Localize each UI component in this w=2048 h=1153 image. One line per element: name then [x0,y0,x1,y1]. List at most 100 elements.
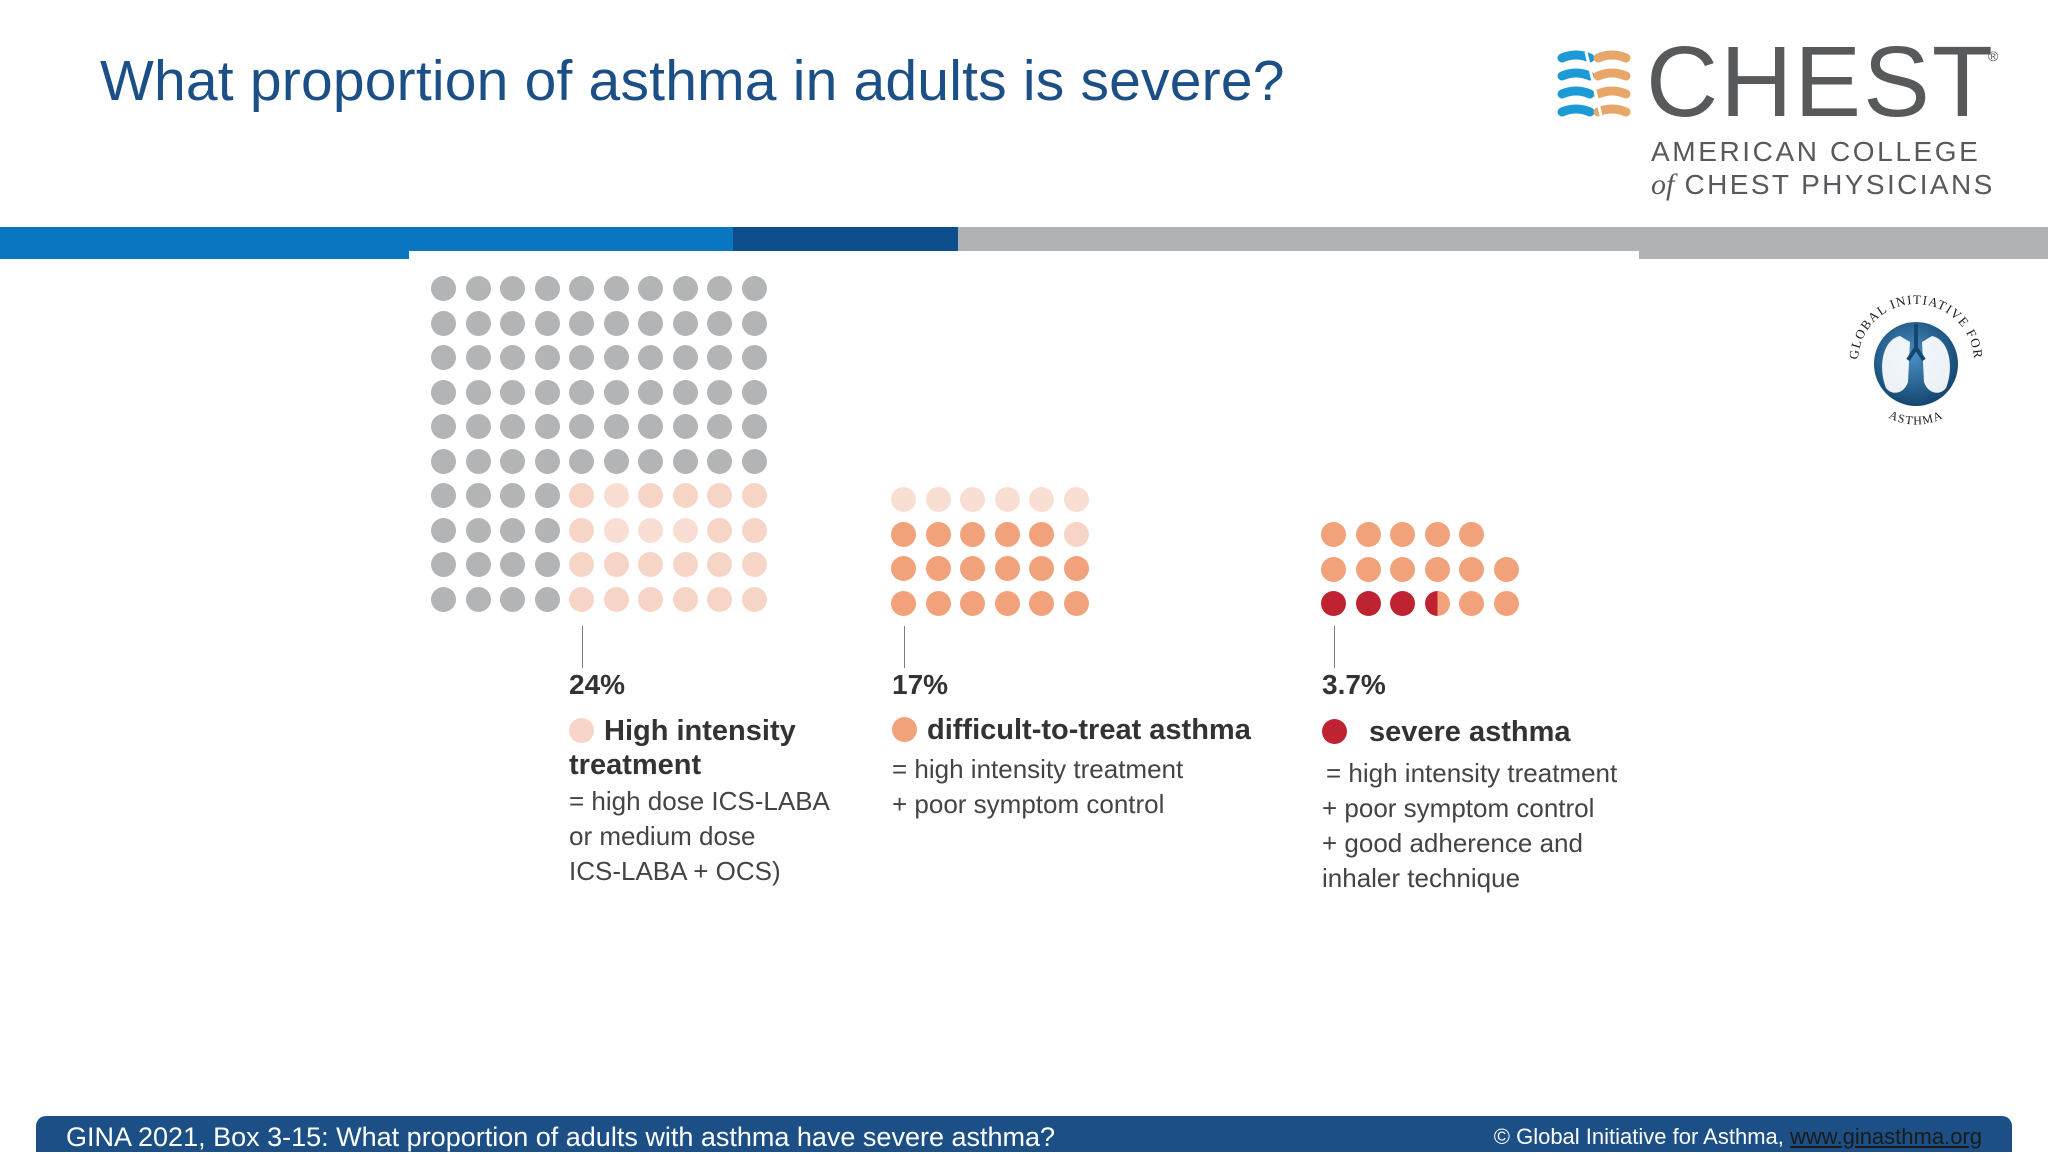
slide-title: What proportion of asthma in adults is s… [100,49,1285,113]
gray-dot [431,310,456,336]
gray-dot [707,345,732,370]
gray-dot [534,379,560,405]
peach-dot [1424,522,1450,547]
gray-dot [534,586,560,612]
dot-grid-difficult-to-treat [891,487,1091,617]
light-dot [707,517,732,543]
gray-dot [707,276,732,301]
chest-logo: CHEST ® AMERICAN COLLEGE of CHEST PHYSIC… [1556,32,1998,204]
gray-dot [431,345,456,370]
gray-dot [465,345,491,370]
chest-subtitle-of: of [1651,168,1675,201]
group-1-line: or medium dose [569,821,756,851]
peach-dot [1493,556,1519,582]
peach-dot [1029,556,1054,581]
peach-dot [960,590,985,616]
gray-dot [672,310,698,336]
gray-dot [465,276,491,301]
peach-dot [960,521,985,547]
gray-dot [465,379,491,405]
gray-dot [741,414,767,439]
light-dot [1063,487,1089,512]
gray-dot [534,483,560,508]
ginasthma-link[interactable]: www.ginasthma.org [1790,1124,1982,1149]
light-dot [638,483,663,508]
gray-dot [741,448,767,474]
group-2-line: = high intensity treatment [892,754,1184,784]
group-1-description: = high dose ICS-LABA or medium dose ICS-… [569,784,830,889]
gray-dot [500,517,525,543]
gray-dot [500,552,525,577]
gray-dot [603,310,629,336]
peach-dot [1063,590,1089,616]
light-dot [603,483,629,508]
light-dot [672,517,698,543]
gray-dot [465,310,491,336]
gray-dot [500,310,525,336]
peach-dot [994,590,1020,616]
group-2-title-text: difficult-to-treat asthma [927,714,1251,746]
group-3-percent: 3.7% [1322,669,1386,700]
gray-dot [500,345,525,370]
light-dot [1029,487,1054,512]
light-dot [638,552,663,577]
gray-dot [603,276,629,301]
chest-subtitle-line2: of CHEST PHYSICIANS [1651,168,1995,202]
red-dot [1321,591,1346,616]
peach-dot [1355,522,1381,547]
gray-dot [672,345,698,370]
gray-dot [638,310,663,336]
light-dot [1063,521,1089,547]
peach-dot [925,556,951,581]
gray-dot [500,483,525,508]
gray-dot [741,379,767,405]
red-dot [1390,591,1415,616]
peach-dot [891,556,916,581]
red-dot [1355,591,1381,616]
gray-dot [534,310,560,336]
group-1-title: High intensity treatment [569,714,796,782]
light-dot [569,586,594,612]
gray-dot [465,448,491,474]
light-dot [638,517,663,543]
gray-dot [638,276,663,301]
gray-dot [638,414,663,439]
peach-dot [925,590,951,616]
gray-dot [707,414,732,439]
light-dot [569,552,594,577]
gray-dot [431,448,456,474]
gray-dot [638,345,663,370]
gray-dot [707,448,732,474]
group-1-title-line2: treatment [569,749,702,781]
peach-dot [1424,556,1450,582]
dot-grid-high-intensity [431,276,773,618]
peach-dot [1459,522,1484,547]
peach-dot [1459,556,1484,582]
light-dot [741,552,767,577]
group-2-description: = high intensity treatment + poor sympto… [892,752,1183,822]
peach-dot [1390,522,1415,547]
chest-stripes-icon [1557,50,1631,121]
gray-dot [431,414,456,439]
footer-credit: © Global Initiative for Asthma, www.gina… [1494,1124,1982,1150]
light-dot [925,487,951,512]
peach-dot [960,556,985,581]
gray-dot [569,310,594,336]
peach-dot [1493,591,1519,616]
svg-text:ASTHMA: ASTHMA [1887,408,1945,428]
peach-dot [1459,591,1484,616]
light-dot [707,483,732,508]
gray-dot [465,414,491,439]
chest-wordmark: CHEST [1646,26,1995,138]
gray-dot [534,448,560,474]
light-dot [741,483,767,508]
peach-dot [1321,556,1346,582]
gina-logo: GLOBAL INITIATIVE FOR ASTHMA [1846,292,1985,428]
peach-dot [1355,556,1381,582]
peach-dot [925,521,951,547]
gray-dot [672,379,698,405]
light-dot-legend-icon [569,718,594,743]
gray-dot [638,448,663,474]
gray-dot [569,414,594,439]
footer-bar: GINA 2021, Box 3-15: What proportion of … [36,1116,2012,1152]
